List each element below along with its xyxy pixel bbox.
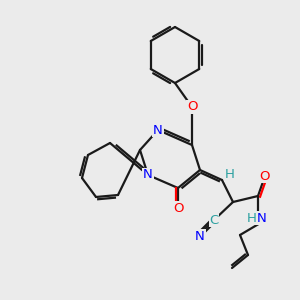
Text: N: N	[195, 230, 205, 242]
Text: N: N	[153, 124, 163, 136]
Text: O: O	[187, 100, 197, 113]
Text: C: C	[209, 214, 219, 226]
Text: O: O	[173, 202, 183, 214]
Text: H: H	[225, 169, 235, 182]
Text: N: N	[257, 212, 267, 224]
Text: O: O	[260, 169, 270, 182]
Text: H: H	[247, 212, 257, 224]
Text: N: N	[143, 169, 153, 182]
